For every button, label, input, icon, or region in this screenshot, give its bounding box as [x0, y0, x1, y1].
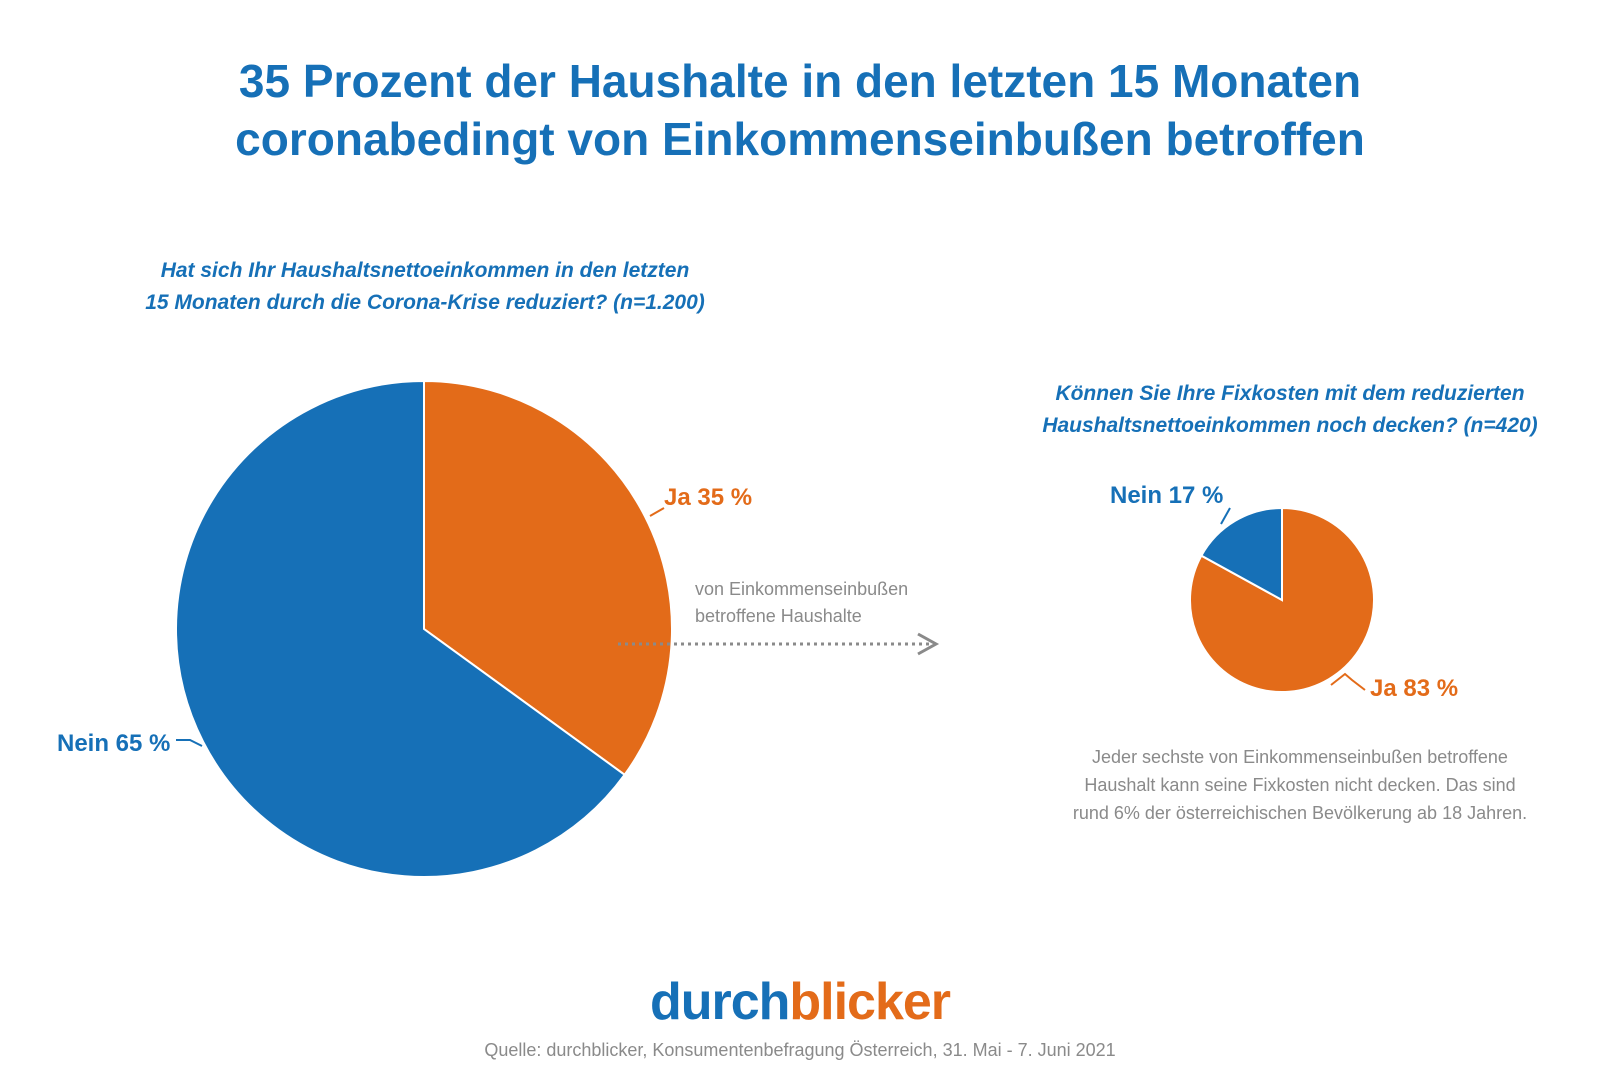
arrow-label-line-2: betroffene Haushalte: [695, 606, 862, 626]
arrow-head-icon: [917, 632, 940, 656]
source-text: Quelle: durchblicker, Konsumentenbefragu…: [484, 1040, 1116, 1060]
right-label-nein: Nein 17 %: [1110, 482, 1224, 509]
right-question-line-2: Haushaltsnettoeinkommen noch decken? (n=…: [1042, 414, 1538, 437]
page-title: 35 Prozent der Haushalte in den letzten …: [0, 52, 1600, 168]
left-pie-slice-ja: [423, 379, 673, 777]
arrow-label-line-1: von Einkommenseinbußen: [695, 579, 909, 599]
right-nein-leader: [1220, 507, 1231, 525]
note-line-1: Jeder sechste von Einkommenseinbußen bet…: [1092, 747, 1508, 767]
logo-part-1: durch: [649, 973, 790, 1031]
right-pie-slice-nein: [1200, 506, 1283, 602]
title-line-2: coronabedingt von Einkommenseinbußen bet…: [235, 113, 1365, 165]
note-text: Jeder sechste von Einkommenseinbußen bet…: [1020, 743, 1580, 827]
arrow-label: von Einkommenseinbußen betroffene Hausha…: [695, 576, 908, 630]
right-chart-question: Können Sie Ihre Fixkosten mit dem reduzi…: [1000, 378, 1580, 442]
note-line-3: rund 6% der österreichischen Bevölkerung…: [1072, 803, 1528, 823]
right-question-line-1: Können Sie Ihre Fixkosten mit dem reduzi…: [1055, 382, 1525, 405]
right-label-ja: Ja 83 %: [1370, 675, 1459, 702]
right-ja-leader: [1330, 672, 1366, 691]
left-pie-slice-nein: [175, 379, 627, 878]
left-nein-leader: [176, 739, 203, 747]
note-line-2: Haushalt kann seine Fixkosten nicht deck…: [1084, 775, 1516, 795]
logo-part-2: blicker: [789, 973, 951, 1031]
left-question-line-2: 15 Monaten durch die Corona-Krise reduzi…: [145, 291, 705, 314]
left-label-nein: Nein 65 %: [57, 730, 171, 757]
left-label-ja: Ja 35 %: [664, 484, 753, 511]
durchblicker-logo: durchblicker: [0, 972, 1600, 1032]
left-ja-leader: [649, 507, 665, 517]
left-chart-question: Hat sich Ihr Haushaltsnettoeinkommen in …: [100, 255, 750, 319]
title-line-1: 35 Prozent der Haushalte in den letzten …: [238, 55, 1362, 107]
left-question-line-1: Hat sich Ihr Haushaltsnettoeinkommen in …: [160, 259, 690, 282]
